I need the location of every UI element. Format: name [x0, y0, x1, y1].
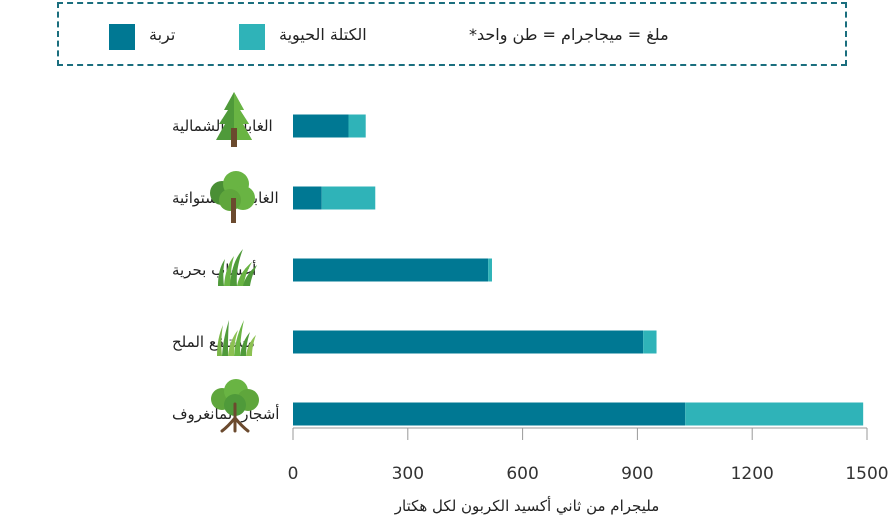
- bar-soil: [293, 330, 644, 354]
- x-tick-label: 1500: [845, 464, 888, 484]
- mangrove-tree-icon: [211, 379, 259, 433]
- legend-swatch-biomass: [239, 24, 265, 50]
- x-tick-label: 0: [288, 464, 299, 484]
- pine-tree-icon: [216, 92, 252, 147]
- legend-note: ملغ = ميجاجرام = طن واحد*: [469, 25, 669, 44]
- x-tick-label: 600: [506, 464, 538, 484]
- x-tick-label: 300: [392, 464, 424, 484]
- bar-soil: [293, 186, 322, 210]
- x-tick-label: 900: [621, 464, 653, 484]
- bar-soil: [293, 258, 489, 282]
- legend-label-soil: تربة: [149, 25, 176, 44]
- bar-soil: [293, 114, 349, 138]
- round-tree-icon: [210, 171, 255, 223]
- legend-box: تربة الكتلة الحيوية ملغ = ميجاجرام = طن …: [57, 2, 847, 66]
- category-label: الغابات الشمالية: [172, 117, 273, 135]
- bar-soil: [293, 402, 686, 426]
- bar-biomass: [348, 114, 366, 138]
- bar-biomass: [643, 330, 657, 354]
- seagrass-icon: [218, 249, 257, 286]
- legend-swatch-soil: [109, 24, 135, 50]
- bar-biomass: [488, 258, 492, 282]
- legend-label-biomass: الكتلة الحيوية: [279, 25, 367, 44]
- bar-biomass: [321, 186, 376, 210]
- marsh-grass-icon: [217, 320, 256, 356]
- bar-biomass: [685, 402, 864, 426]
- x-axis-title: مليجرام من ثاني أكسيد الكربون لكل هكتار: [394, 496, 660, 516]
- x-tick-label: 1200: [731, 464, 774, 484]
